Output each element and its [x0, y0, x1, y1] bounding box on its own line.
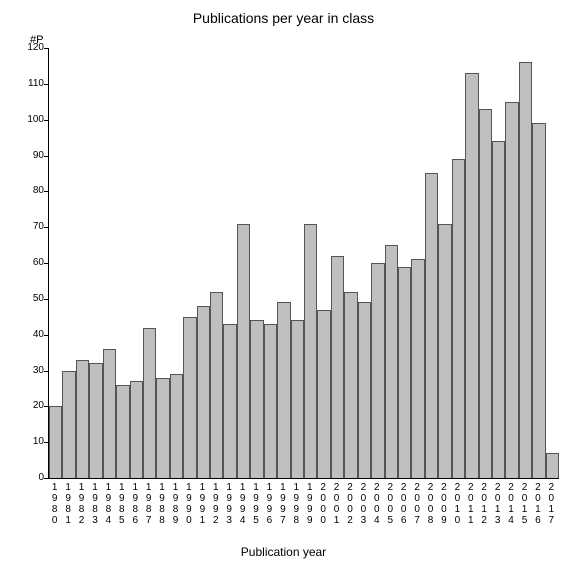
- bar: [317, 310, 330, 478]
- x-tick-label: 1 9 8 9: [172, 482, 180, 526]
- x-tick-label: 1 9 9 8: [292, 482, 300, 526]
- x-tick-label: 1 9 9 9: [306, 482, 314, 526]
- y-tick-label: 80: [33, 186, 44, 196]
- x-tick-label: 2 0 1 2: [480, 482, 488, 526]
- x-tick-label: 2 0 1 4: [507, 482, 515, 526]
- y-tick-label: 60: [33, 258, 44, 268]
- x-tick-label: 2 0 1 1: [467, 482, 475, 526]
- x-tick-label: 2 0 0 8: [427, 482, 435, 526]
- x-tick-label: 1 9 9 1: [198, 482, 206, 526]
- bar: [505, 102, 518, 478]
- bar: [143, 328, 156, 479]
- y-tick-label: 120: [27, 43, 44, 53]
- bar: [492, 141, 505, 478]
- x-tick-label: 1 9 8 0: [51, 482, 59, 526]
- bar: [532, 123, 545, 478]
- y-tick-label: 110: [28, 79, 44, 89]
- y-axis-ticks: 0102030405060708090100110120: [0, 48, 48, 478]
- x-tick-label: 1 9 9 6: [265, 482, 273, 526]
- x-tick-label: 2 0 1 0: [453, 482, 461, 526]
- y-tick-label: 50: [33, 294, 44, 304]
- x-tick-label: 2 0 0 3: [359, 482, 367, 526]
- y-tick-label: 70: [33, 222, 44, 232]
- bar: [438, 224, 451, 478]
- bar: [479, 109, 492, 478]
- x-tick-label: 1 9 9 3: [225, 482, 233, 526]
- bar: [210, 292, 223, 478]
- x-tick-label: 2 0 0 1: [333, 482, 341, 526]
- x-axis-label: Publication year: [0, 545, 567, 559]
- x-tick-label: 1 9 8 5: [118, 482, 126, 526]
- bar: [465, 73, 478, 478]
- x-tick-label: 2 0 1 7: [547, 482, 555, 526]
- x-tick-label: 2 0 0 6: [400, 482, 408, 526]
- bar: [358, 302, 371, 478]
- bar: [197, 306, 210, 478]
- bar: [425, 173, 438, 478]
- x-tick-label: 1 9 8 3: [91, 482, 99, 526]
- bar: [116, 385, 129, 478]
- plot-area: [48, 48, 559, 479]
- bar: [130, 381, 143, 478]
- bar: [304, 224, 317, 478]
- bar: [156, 378, 169, 478]
- bar: [237, 224, 250, 478]
- bar: [89, 363, 102, 478]
- x-tick-label: 1 9 9 7: [279, 482, 287, 526]
- x-tick-label: 2 0 0 0: [319, 482, 327, 526]
- bar: [398, 267, 411, 478]
- x-tick-label: 1 9 8 6: [131, 482, 139, 526]
- bar: [183, 317, 196, 478]
- bar: [411, 259, 424, 478]
- x-tick-label: 1 9 8 1: [64, 482, 72, 526]
- bar: [264, 324, 277, 478]
- y-tick-label: 10: [33, 437, 44, 447]
- bar: [170, 374, 183, 478]
- x-tick-label: 2 0 0 7: [413, 482, 421, 526]
- x-tick-label: 2 0 0 5: [386, 482, 394, 526]
- x-tick-label: 2 0 1 6: [534, 482, 542, 526]
- bar: [291, 320, 304, 478]
- bar: [371, 263, 384, 478]
- y-tick-label: 40: [33, 330, 44, 340]
- x-tick-label: 2 0 1 5: [520, 482, 528, 526]
- x-tick-label: 1 9 9 0: [185, 482, 193, 526]
- bar: [250, 320, 263, 478]
- bar: [76, 360, 89, 478]
- bar: [223, 324, 236, 478]
- y-tick-label: 90: [33, 151, 44, 161]
- chart-title: Publications per year in class: [0, 10, 567, 26]
- chart-container: Publications per year in class #P 010203…: [0, 0, 567, 567]
- y-tick-label: 20: [33, 401, 44, 411]
- x-tick-label: 1 9 8 2: [78, 482, 86, 526]
- bar: [331, 256, 344, 478]
- bar: [452, 159, 465, 478]
- bar: [62, 371, 75, 479]
- x-tick-label: 1 9 8 4: [104, 482, 112, 526]
- y-tick-label: 100: [27, 115, 44, 125]
- bars-group: [49, 48, 559, 478]
- x-tick-label: 2 0 1 3: [494, 482, 502, 526]
- bar: [344, 292, 357, 478]
- x-tick-label: 1 9 8 7: [145, 482, 153, 526]
- bar: [49, 406, 62, 478]
- x-tick-label: 1 9 8 8: [158, 482, 166, 526]
- bar: [546, 453, 559, 478]
- bar: [519, 62, 532, 478]
- x-tick-label: 1 9 9 4: [239, 482, 247, 526]
- bar: [385, 245, 398, 478]
- x-tick-label: 2 0 0 2: [346, 482, 354, 526]
- y-tick-label: 30: [33, 366, 44, 376]
- x-tick-label: 2 0 0 9: [440, 482, 448, 526]
- x-tick-label: 2 0 0 4: [373, 482, 381, 526]
- x-tick-label: 1 9 9 5: [252, 482, 260, 526]
- bar: [277, 302, 290, 478]
- bar: [103, 349, 116, 478]
- x-tick-label: 1 9 9 2: [212, 482, 220, 526]
